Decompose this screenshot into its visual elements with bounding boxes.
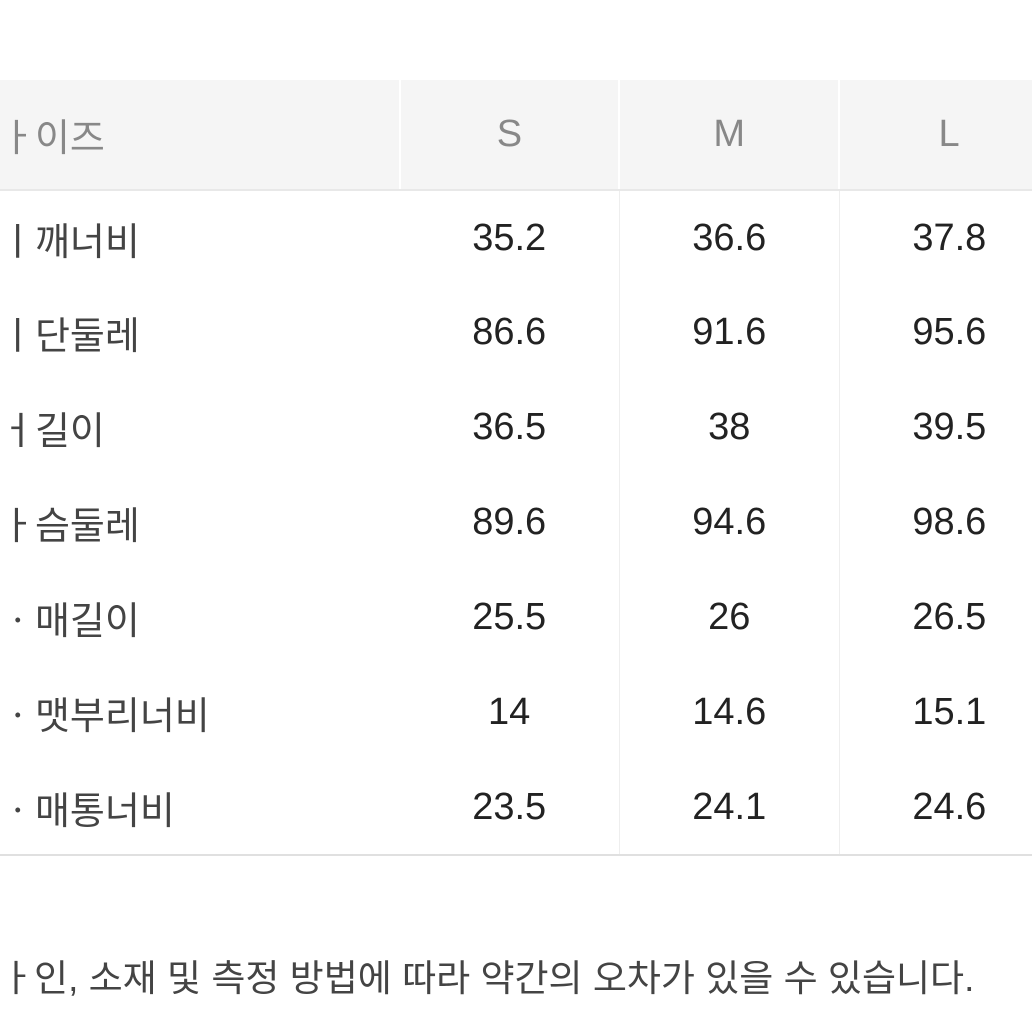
- cell-value: 39.5: [839, 380, 1032, 475]
- table-row: ㆍ매길이 25.5 26 26.5: [0, 570, 1032, 665]
- cell-value: 14: [400, 665, 620, 760]
- table-header-row: ㅏ이즈 S M L: [0, 80, 1032, 190]
- cell-value: 36.5: [400, 380, 620, 475]
- header-label: ㅏ이즈: [0, 80, 400, 190]
- footer-note: ㅏ인, 소재 및 측정 방법에 따라 약간의 오차가 있을 수 있습니다.: [0, 948, 1032, 1002]
- header-size-l: L: [839, 80, 1032, 190]
- row-label: ㅏ슴둘레: [0, 475, 400, 570]
- cell-value: 14.6: [619, 665, 839, 760]
- header-size-s: S: [400, 80, 620, 190]
- cell-value: 26: [619, 570, 839, 665]
- row-label: ㅓ길이: [0, 380, 400, 475]
- cell-value: 98.6: [839, 475, 1032, 570]
- cell-value: 86.6: [400, 285, 620, 380]
- cell-value: 94.6: [619, 475, 839, 570]
- cell-value: 38: [619, 380, 839, 475]
- row-label: ㆍ매길이: [0, 570, 400, 665]
- cell-value: 23.5: [400, 760, 620, 855]
- row-label: ㅣ단둘레: [0, 285, 400, 380]
- table-row: ㅏ슴둘레 89.6 94.6 98.6: [0, 475, 1032, 570]
- cell-value: 35.2: [400, 190, 620, 285]
- row-label: ㆍ매통너비: [0, 760, 400, 855]
- table-row: ㅣ깨너비 35.2 36.6 37.8: [0, 190, 1032, 285]
- row-label: ㅣ깨너비: [0, 190, 400, 285]
- cell-value: 36.6: [619, 190, 839, 285]
- table-row: ㅓ길이 36.5 38 39.5: [0, 380, 1032, 475]
- cell-value: 24.6: [839, 760, 1032, 855]
- table-row: ㅣ단둘레 86.6 91.6 95.6: [0, 285, 1032, 380]
- table-row: ㆍ매통너비 23.5 24.1 24.6: [0, 760, 1032, 855]
- cell-value: 24.1: [619, 760, 839, 855]
- header-size-m: M: [619, 80, 839, 190]
- cell-value: 89.6: [400, 475, 620, 570]
- table-row: ㆍ맷부리너비 14 14.6 15.1: [0, 665, 1032, 760]
- cell-value: 91.6: [619, 285, 839, 380]
- row-label: ㆍ맷부리너비: [0, 665, 400, 760]
- cell-value: 25.5: [400, 570, 620, 665]
- cell-value: 26.5: [839, 570, 1032, 665]
- table-body: ㅣ깨너비 35.2 36.6 37.8 ㅣ단둘레 86.6 91.6 95.6 …: [0, 190, 1032, 855]
- size-table-container: ㅏ이즈 S M L ㅣ깨너비 35.2 36.6 37.8 ㅣ단둘레 86.6 …: [0, 80, 1032, 856]
- cell-value: 37.8: [839, 190, 1032, 285]
- cell-value: 95.6: [839, 285, 1032, 380]
- cell-value: 15.1: [839, 665, 1032, 760]
- size-table: ㅏ이즈 S M L ㅣ깨너비 35.2 36.6 37.8 ㅣ단둘레 86.6 …: [0, 80, 1032, 856]
